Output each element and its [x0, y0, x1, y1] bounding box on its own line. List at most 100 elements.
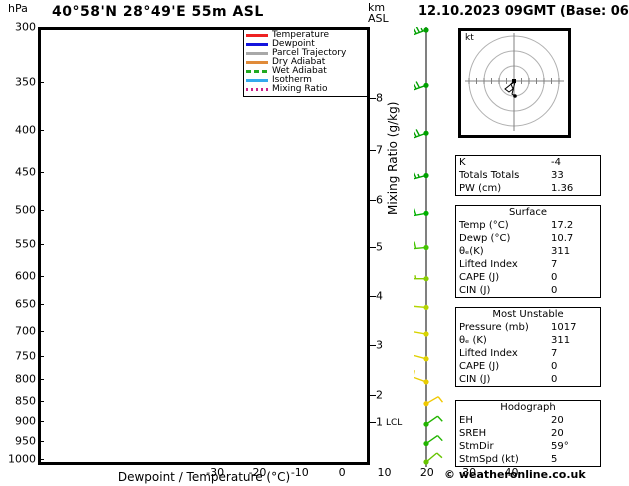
surface-row: CIN (J) 0 [456, 284, 600, 297]
info-key: Lifted Index [459, 259, 518, 270]
info-value: 1.36 [551, 183, 574, 194]
info-key: Pressure (mb) [459, 322, 529, 333]
legend-label: Temperature [272, 30, 330, 40]
info-value: 17.2 [551, 220, 574, 231]
height-axis: 1 2 3 4 5 6 7 8 [370, 27, 414, 465]
most-unstable-row: θₑ (K) 311 [456, 334, 600, 347]
height-tick-label: 1 [376, 415, 383, 429]
info-table-title: Hodograph [500, 402, 556, 413]
pressure-tick-label: 600 [15, 269, 36, 283]
info-value: 0 [551, 361, 558, 372]
height-tick-label: 8 [376, 91, 383, 105]
legend-item: Isotherm [246, 76, 365, 85]
legend-item: Temperature [246, 31, 365, 40]
info-key: Lifted Index [459, 348, 518, 359]
page-title: 40°58'N 28°49'E 55m ASL [52, 4, 264, 20]
legend-label: Parcel Trajectory [272, 48, 347, 58]
wind-barb [414, 331, 429, 337]
pressure-tick-label: 750 [15, 349, 36, 363]
legend-swatch-wet-adiabat [246, 70, 268, 73]
info-table-title: Most Unstable [492, 309, 564, 320]
height-tick-label: 3 [376, 338, 383, 352]
info-key: CIN (J) [459, 374, 491, 385]
pressure-tick-mark [38, 210, 44, 212]
wind-barb [414, 275, 429, 282]
info-key: CAPE (J) [459, 272, 500, 283]
pressure-tick-mark [38, 304, 44, 306]
hodograph-unit-label: kt [465, 33, 474, 43]
info-value: 0 [551, 285, 558, 296]
height-tick-mark [370, 98, 376, 99]
info-key: PW (cm) [459, 183, 502, 194]
pressure-tick-label: 450 [15, 165, 36, 179]
height-tick-mark [370, 395, 376, 396]
info-value: 20 [551, 415, 564, 426]
height-tick-mark [370, 247, 376, 248]
info-key: SREH [459, 428, 487, 439]
info-key: θₑ (K) [459, 335, 487, 346]
most-unstable-row: Pressure (mb) 1017 [456, 321, 600, 334]
pressure-axis: 300 350 400 450 500 550 600 650 700 750 800 850 900 9… [0, 21, 44, 466]
wind-barb [414, 81, 429, 91]
info-key: EH [459, 415, 473, 426]
pressure-tick-label: 650 [15, 297, 36, 311]
pressure-tick-mark [38, 459, 44, 460]
info-value: 59° [551, 441, 569, 452]
x-axis-title: Dewpoint / Temperature (°C) [117, 470, 291, 484]
legend-label: Dry Adiabat [272, 57, 326, 67]
temperature-tick-label: -30 [206, 466, 225, 479]
pressure-tick-mark [38, 130, 44, 132]
wind-barb [414, 370, 429, 385]
skewt-frame [38, 27, 370, 465]
info-key: θₑ(K) [459, 246, 484, 257]
surface-row: CAPE (J) 0 [456, 271, 600, 284]
legend-item: Dry Adiabat [246, 58, 365, 67]
info-value: 311 [551, 246, 571, 257]
pressure-tick-mark [38, 27, 44, 28]
pressure-tick-label: 500 [15, 203, 36, 217]
info-value: -4 [551, 157, 561, 168]
wind-barb [414, 27, 429, 36]
wind-barb [423, 434, 443, 447]
info-value: 0 [551, 374, 558, 385]
temperature-tick-label: 10 [377, 466, 392, 479]
legend-swatch-temperature [246, 34, 268, 37]
wind-barb [423, 452, 443, 465]
height-tick-mark [370, 296, 376, 297]
wind-barb-column [414, 27, 458, 467]
hodograph-trace [504, 80, 516, 97]
legend-label: Wet Adiabat [272, 66, 327, 76]
hodograph-stat-row: StmSpd (kt) 5 [456, 453, 600, 466]
temperature-tick-label: -20 [248, 466, 267, 479]
pressure-tick-mark [38, 275, 44, 277]
surface-row: θₑ(K) 311 [456, 245, 600, 258]
surface-row: Dewp (°C) 10.7 [456, 232, 600, 245]
height-tick-mark [370, 345, 376, 346]
info-value: 33 [551, 170, 564, 181]
temperature-tick-label: 0 [338, 466, 346, 479]
legend-label: Isotherm [272, 75, 312, 85]
wind-barb [414, 348, 429, 362]
lcl-label: LCL [386, 418, 403, 428]
info-key: StmSpd (kt) [459, 454, 519, 465]
temperature-tick-label: 40 [504, 466, 519, 479]
hodograph-stat-row: SREH 20 [456, 427, 600, 440]
wind-barb [423, 396, 444, 407]
info-key: Dewp (°C) [459, 233, 511, 244]
pressure-tick-label: 400 [15, 123, 36, 137]
info-key: CAPE (J) [459, 361, 500, 372]
surface-row: Lifted Index 7 [456, 258, 600, 271]
pressure-axis-unit: hPa [8, 2, 28, 15]
info-value: 20 [551, 428, 564, 439]
pressure-tick-label: 350 [15, 75, 36, 89]
pressure-tick-mark [38, 82, 44, 84]
surface-table: Surface Temp (°C) 17.2 Dewp (°C) 10.7 θₑ(K) 31… [455, 205, 601, 298]
height-tick-label: 6 [376, 193, 383, 207]
pressure-tick-label: 300 [15, 20, 36, 34]
indices-table: K -4 Totals Totals 33 PW (cm) 1.36 [455, 155, 601, 196]
most-unstable-table: Most Unstable Pressure (mb) 1017 θₑ (K) 311 L… [455, 307, 601, 387]
legend-item: Wet Adiabat [246, 67, 365, 76]
legend-swatch-parcel-trajectory [246, 52, 268, 55]
pressure-tick-label: 550 [15, 237, 36, 251]
pressure-tick-label: 850 [15, 394, 36, 408]
